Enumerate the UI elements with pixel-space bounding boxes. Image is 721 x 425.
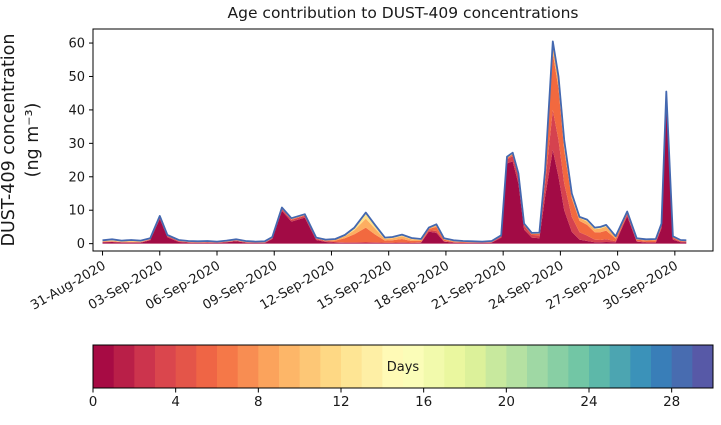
colorbar-segment — [361, 345, 383, 388]
y-axis-label-line2: (ng m⁻³) — [23, 103, 43, 178]
area-series-age-3-4-days — [102, 97, 687, 243]
colorbar-label: Days — [387, 360, 420, 375]
colorbar-frame — [92, 344, 714, 389]
y-tick-label: 10 — [68, 204, 85, 219]
y-axis-label-line1: DUST-409 concentration — [0, 34, 19, 247]
colorbar-segment — [279, 345, 301, 388]
colorbar-segment — [465, 345, 487, 388]
colorbar-segment — [320, 345, 342, 388]
area-series-age-5-7-days — [102, 53, 687, 243]
colorbar-segment — [485, 345, 507, 388]
colorbar-tick-label: 0 — [89, 394, 98, 410]
colorbar-segment — [671, 345, 693, 388]
colorbar-segment — [589, 345, 611, 388]
colorbar-segment — [651, 345, 673, 388]
axes-frame — [92, 28, 714, 252]
chart-title: Age contribution to DUST-409 concentrati… — [228, 4, 579, 22]
y-tick-label: 40 — [68, 103, 85, 118]
colorbar-segment — [155, 345, 177, 388]
colorbar-tick-label: 24 — [580, 394, 597, 410]
colorbar-segment — [217, 345, 239, 388]
y-tick-label: 60 — [68, 37, 85, 52]
colorbar-tick-label: 8 — [254, 394, 263, 410]
area-series-age-12-15-days — [102, 41, 687, 243]
y-tick-label: 0 — [77, 237, 85, 252]
colorbar-segment — [547, 345, 569, 388]
colorbar-segment — [609, 345, 631, 388]
colorbar-segment — [382, 345, 404, 388]
colorbar-tick-label: 28 — [663, 394, 680, 410]
area-series-age-22-25-days — [102, 41, 687, 242]
y-tick-label: 20 — [68, 170, 85, 185]
generated-plot: 010203040506031-Aug-202003-Sep-202006-Se… — [28, 28, 714, 410]
colorbar-segment — [237, 345, 259, 388]
colorbar-tick-label: 16 — [415, 394, 432, 410]
colorbar-tick-label: 12 — [332, 394, 349, 410]
colorbar-segment — [506, 345, 528, 388]
colorbar-segment — [527, 345, 549, 388]
colorbar-tick-label: 20 — [498, 394, 515, 410]
colorbar-segment — [341, 345, 363, 388]
colorbar-segment — [630, 345, 652, 388]
colorbar-segment — [134, 345, 156, 388]
total-concentration-line — [102, 40, 687, 243]
colorbar-segment — [423, 345, 445, 388]
colorbar-segment — [568, 345, 590, 388]
colorbar-segment — [258, 345, 280, 388]
area-series-age-0-2-days — [102, 103, 687, 244]
colorbar-segment — [299, 345, 321, 388]
colorbar-segment — [403, 345, 425, 388]
area-series-age-16-21-days — [102, 41, 687, 242]
colorbar-segment — [93, 345, 115, 388]
y-tick-label: 50 — [68, 70, 85, 85]
colorbar-tick-label: 4 — [171, 394, 180, 410]
area-series-age-8-11-days — [102, 43, 687, 243]
colorbar-segment — [113, 345, 135, 388]
colorbar-segment — [175, 345, 197, 388]
y-tick-label: 30 — [68, 137, 85, 152]
colorbar-segment — [692, 345, 713, 388]
colorbar-segment — [196, 345, 218, 388]
colorbar-segment — [444, 345, 466, 388]
